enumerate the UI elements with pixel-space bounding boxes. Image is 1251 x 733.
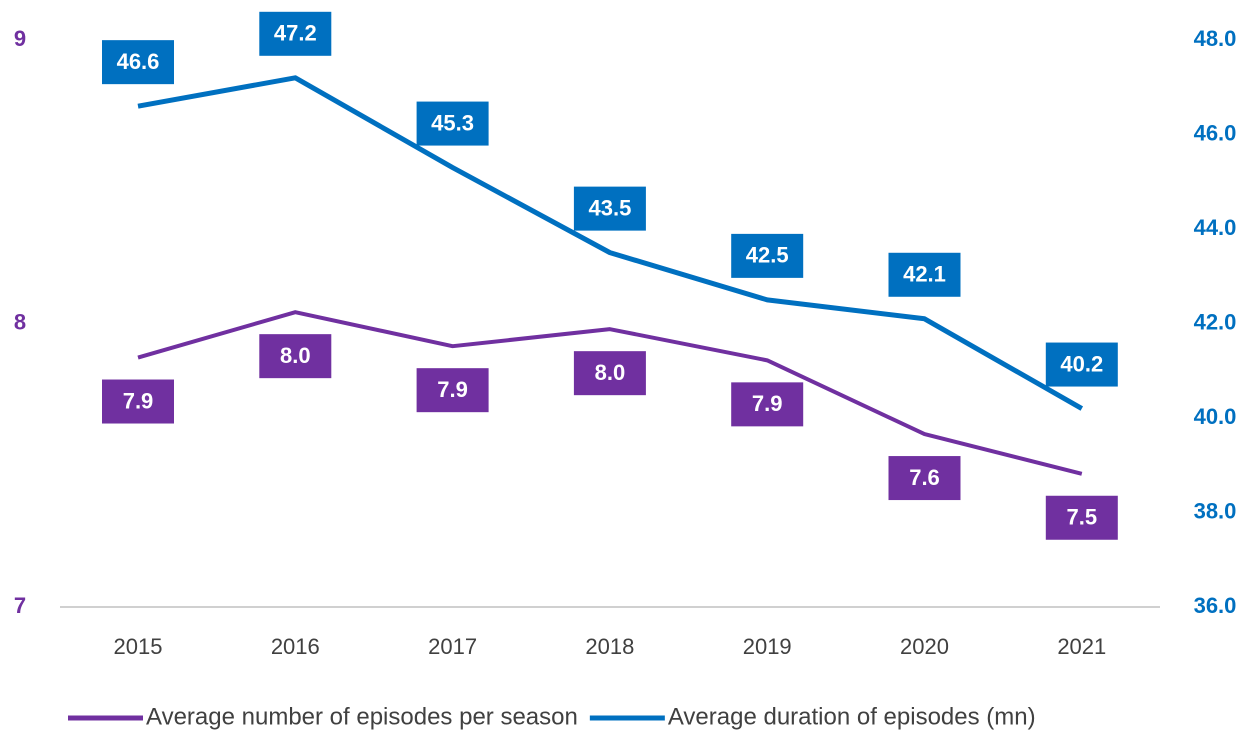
x-tick-label: 2020 xyxy=(900,634,949,659)
series-line xyxy=(137,310,1083,476)
y2-tick-label: 44.0 xyxy=(1194,215,1237,240)
data-label-box xyxy=(731,233,804,278)
series-line xyxy=(137,75,1084,411)
data-label-box xyxy=(1045,495,1118,540)
data-label-box xyxy=(416,368,489,413)
x-tick-label: 2015 xyxy=(114,634,163,659)
data-label: 47.2 xyxy=(274,21,317,46)
data-label: 7.9 xyxy=(123,388,154,413)
legend-label: Average number of episodes per season xyxy=(146,703,578,730)
data-label: 7.9 xyxy=(752,391,783,416)
data-label-box xyxy=(102,379,174,424)
y2-tick-label: 40.0 xyxy=(1194,404,1237,429)
x-tick-label: 2017 xyxy=(428,634,477,659)
data-label-box xyxy=(573,351,646,396)
data-label-box xyxy=(416,101,489,146)
y2-tick-label: 38.0 xyxy=(1194,498,1237,523)
y2-tick-label: 42.0 xyxy=(1194,309,1237,334)
data-label: 7.5 xyxy=(1067,505,1098,530)
x-tick-label: 2019 xyxy=(743,634,792,659)
data-label: 42.1 xyxy=(903,262,946,287)
x-tick-label: 2021 xyxy=(1057,634,1106,659)
data-label-box xyxy=(259,334,332,379)
data-label: 45.3 xyxy=(431,110,474,135)
data-label-box xyxy=(888,252,961,297)
x-tick-label: 2018 xyxy=(585,634,634,659)
data-label: 8.0 xyxy=(280,343,311,368)
data-label: 7.6 xyxy=(909,465,940,490)
y-tick-label: 8 xyxy=(14,309,26,334)
data-label: 40.2 xyxy=(1060,351,1103,376)
data-label: 42.5 xyxy=(746,243,789,268)
y-tick-label: 7 xyxy=(14,593,26,618)
y2-tick-label: 46.0 xyxy=(1194,120,1237,145)
data-label-box xyxy=(259,11,332,56)
y-tick-label: 9 xyxy=(14,26,26,51)
data-label: 8.0 xyxy=(595,360,626,385)
x-tick-label: 2016 xyxy=(271,634,320,659)
y2-tick-label: 36.0 xyxy=(1194,593,1237,618)
data-label-box xyxy=(573,186,646,231)
legend-label: Average duration of episodes (mn) xyxy=(668,703,1036,730)
data-label: 43.5 xyxy=(588,195,631,220)
y2-tick-label: 48.0 xyxy=(1194,26,1237,51)
data-label-box xyxy=(102,40,174,85)
data-label-box xyxy=(731,382,804,427)
data-label-box xyxy=(1045,342,1118,387)
data-label: 7.9 xyxy=(437,377,468,402)
data-label-box xyxy=(888,456,961,501)
data-label: 46.6 xyxy=(117,49,160,74)
